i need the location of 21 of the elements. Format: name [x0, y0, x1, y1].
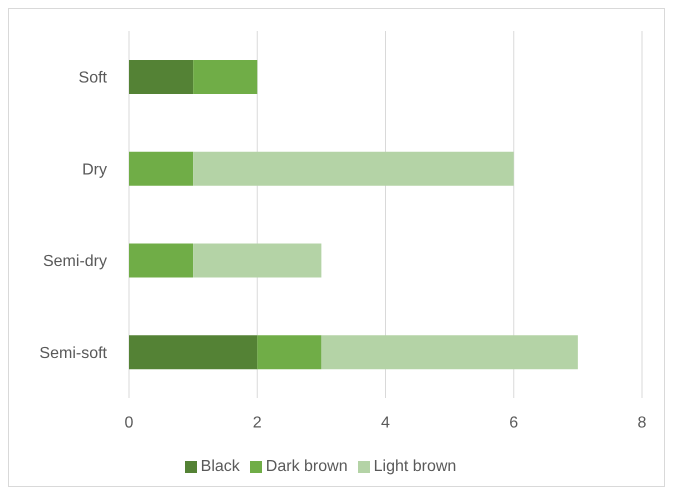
x-tick-label: 8	[638, 414, 647, 432]
y-tick-label: Semi-soft	[39, 344, 108, 362]
y-tick-label: Semi-dry	[42, 253, 107, 270]
y-tick-label: Soft	[78, 70, 108, 87]
bar	[193, 60, 258, 94]
x-tick-label: 6	[509, 414, 518, 432]
x-tick-label: 4	[381, 414, 390, 432]
bar	[129, 335, 258, 370]
x-tick-label: 0	[124, 414, 134, 432]
bar	[129, 244, 194, 278]
legend-label: Light brown	[374, 458, 456, 475]
y-tick-label: Dry	[82, 161, 107, 178]
bar	[129, 60, 194, 94]
x-tick-label: 2	[252, 414, 262, 432]
bar	[321, 335, 578, 370]
bar	[193, 244, 322, 278]
legend-label: Dark brown	[266, 458, 348, 475]
bar	[257, 335, 322, 370]
bar	[193, 152, 514, 186]
legend-label: Black	[200, 458, 240, 475]
bar	[129, 152, 194, 186]
